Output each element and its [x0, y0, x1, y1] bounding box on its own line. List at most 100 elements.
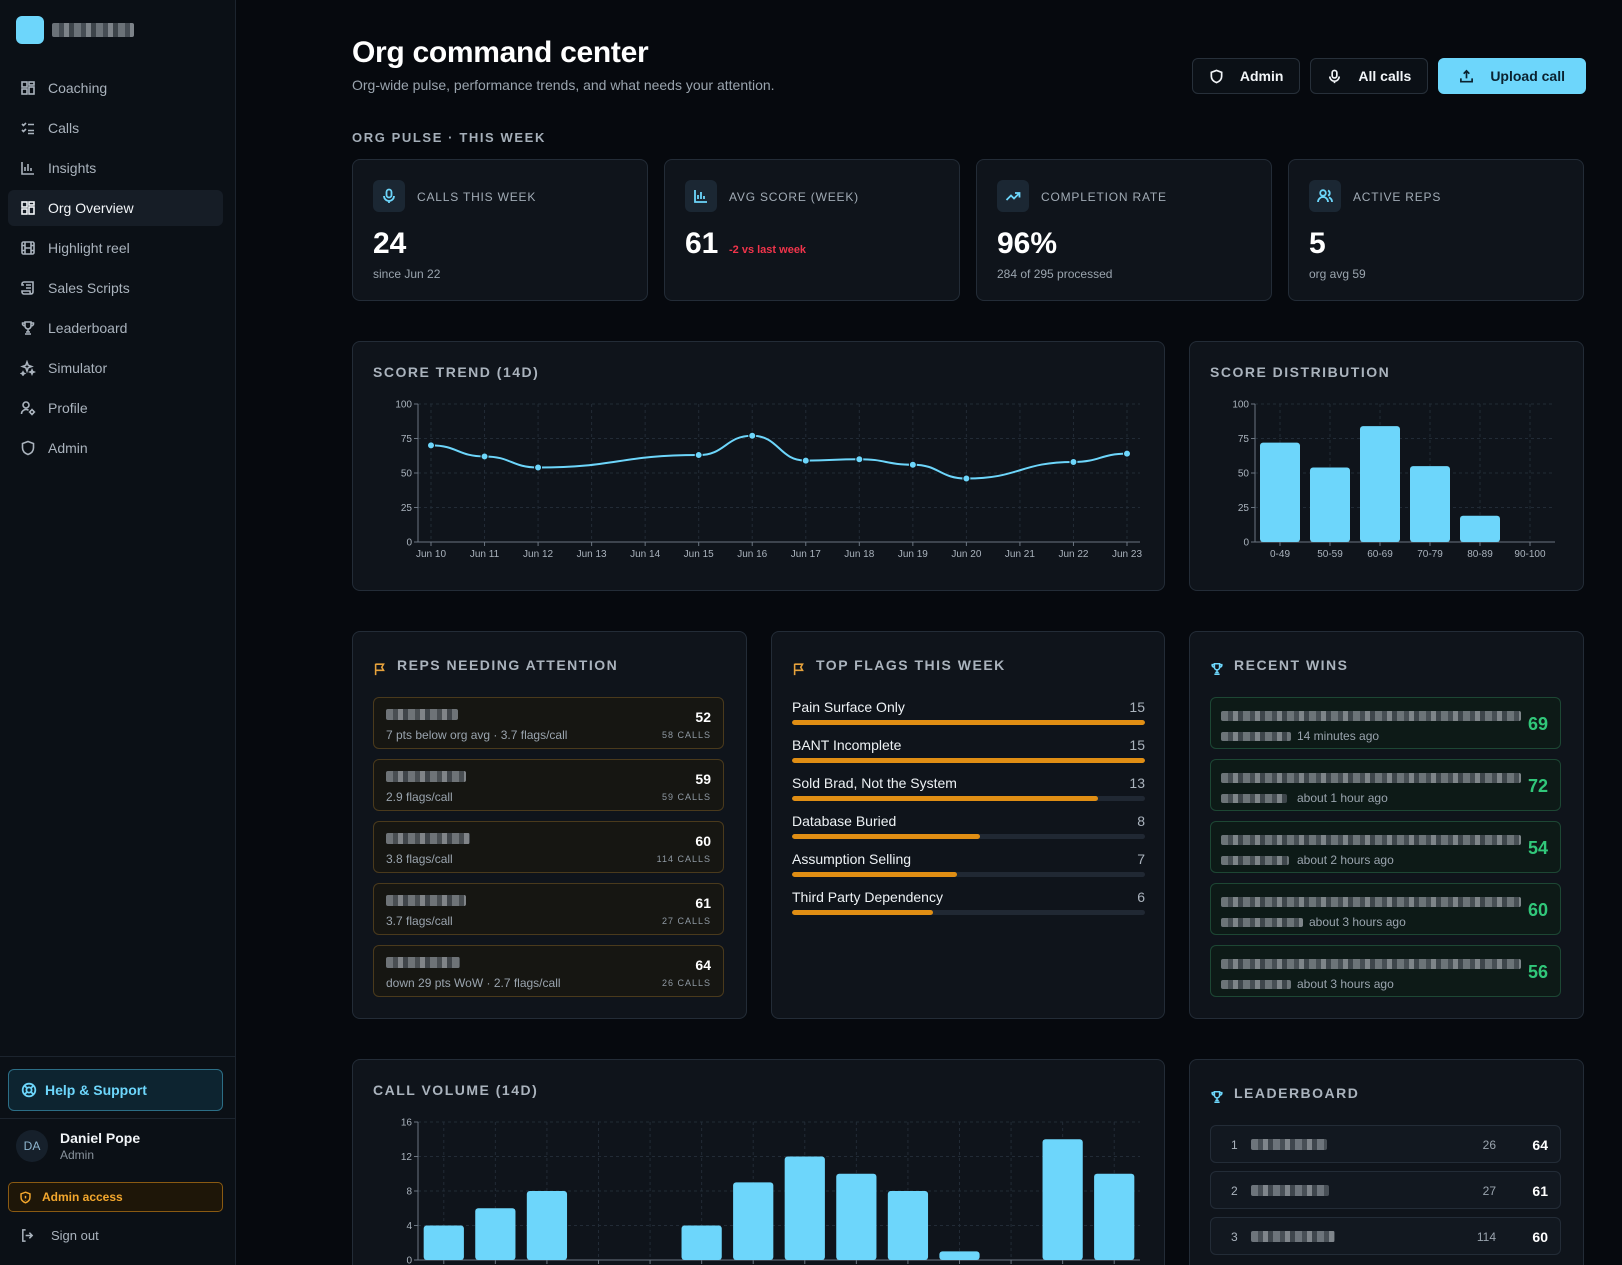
- rep-calls: 114 CALLS: [656, 854, 711, 864]
- score-distribution-card: SCORE DISTRIBUTION 0 25 50 75 100 0-49 50-59 60…: [1189, 341, 1584, 591]
- stat-value: 24: [373, 227, 407, 260]
- bar: [1042, 1139, 1083, 1260]
- stat-icon-box: [997, 180, 1029, 212]
- list-item[interactable]: 14 minutes ago 69: [1210, 697, 1561, 749]
- bar: [526, 1191, 568, 1260]
- x-tick-label: Jun 16: [737, 549, 767, 560]
- flag-progress-track: [792, 796, 1145, 801]
- sidebar-item-simulator[interactable]: Simulator: [8, 350, 223, 386]
- top-flags-card: TOP FLAGS THIS WEEK Pain Surface Only 15 B…: [771, 631, 1165, 1019]
- life-buoy-icon: [21, 1082, 37, 1098]
- lb-rank: 1: [1231, 1138, 1238, 1152]
- admin-button[interactable]: Admin: [1191, 58, 1301, 94]
- sidebar-item-admin[interactable]: Admin: [8, 430, 223, 466]
- y-tick-label: 12: [401, 1152, 413, 1163]
- sidebar-item-calls[interactable]: Calls: [8, 110, 223, 146]
- sidebar-item-coaching[interactable]: Coaching: [8, 70, 223, 106]
- rep-calls: 26 CALLS: [661, 978, 711, 988]
- x-tick-label: Jun 22: [1058, 549, 1088, 560]
- flag-row[interactable]: Database Buried 8: [792, 813, 1145, 839]
- brand[interactable]: [16, 16, 134, 44]
- users-icon: [1317, 189, 1333, 203]
- win-title-redacted: [1221, 897, 1521, 907]
- sparkles-icon: [20, 360, 36, 376]
- user-profile[interactable]: DA Daniel Pope Admin: [16, 1130, 140, 1162]
- stat-icon-box: [1309, 180, 1341, 212]
- flag-progress-track: [792, 910, 1145, 915]
- help-support-label: Help & Support: [45, 1082, 147, 1098]
- data-point: [855, 455, 864, 464]
- list-item[interactable]: about 3 hours ago 56: [1210, 945, 1561, 997]
- sidebar-item-sales-scripts[interactable]: Sales Scripts: [8, 270, 223, 306]
- rep-score: 64: [695, 957, 711, 973]
- log-out-icon: [22, 1229, 34, 1242]
- rep-sub: 3.8 flags/call: [386, 852, 453, 866]
- sidebar-item-label: Sales Scripts: [48, 280, 130, 296]
- brand-name-redacted: [52, 23, 134, 37]
- x-tick-label: 60-69: [1367, 549, 1393, 560]
- list-item[interactable]: about 2 hours ago 54: [1210, 821, 1561, 873]
- sidebar-item-label: Leaderboard: [48, 320, 128, 336]
- rep-name-redacted: [386, 771, 466, 782]
- recent-wins-title-text: RECENT WINS: [1234, 657, 1349, 673]
- list-item[interactable]: 3.8 flags/call 60 114 CALLS: [373, 821, 724, 873]
- flag-row[interactable]: Assumption Selling 7: [792, 851, 1145, 877]
- y-tick-label: 75: [401, 434, 413, 445]
- recent-wins-card: RECENT WINS 14 minutes ago 69 about 1 ho…: [1189, 631, 1584, 1019]
- stat-value: 61: [685, 227, 719, 260]
- rep-sub: 7 pts below org avg · 3.7 flags/call: [386, 728, 568, 742]
- list-item[interactable]: about 3 hours ago 60: [1210, 883, 1561, 935]
- win-time: 14 minutes ago: [1297, 729, 1380, 743]
- table-row[interactable]: 1 26 64: [1210, 1125, 1561, 1163]
- list-item[interactable]: down 29 pts WoW · 2.7 flags/call 64 26 C…: [373, 945, 724, 997]
- y-tick-label: 25: [401, 503, 413, 514]
- lb-calls: 26: [1482, 1138, 1496, 1152]
- list-item[interactable]: about 1 hour ago 72: [1210, 759, 1561, 811]
- flag-row[interactable]: Sold Brad, Not the System 13: [792, 775, 1145, 801]
- sign-out-button[interactable]: Sign out: [20, 1228, 99, 1243]
- list-item[interactable]: 7 pts below org avg · 3.7 flags/call 52 …: [373, 697, 724, 749]
- bar: [1260, 442, 1300, 542]
- flag-row[interactable]: Pain Surface Only 15: [792, 699, 1145, 725]
- y-tick-label: 0: [1243, 538, 1249, 549]
- shield-icon: [1210, 69, 1223, 83]
- sidebar-item-insights[interactable]: Insights: [8, 150, 223, 186]
- bar-chart-icon: [21, 162, 34, 175]
- sidebar-item-profile[interactable]: Profile: [8, 390, 223, 426]
- avatar: DA: [16, 1130, 48, 1162]
- leaderboard-title-text: LEADERBOARD: [1234, 1085, 1360, 1101]
- upload-call-button[interactable]: Upload call: [1438, 58, 1586, 94]
- stat-sub: org avg 59: [1309, 267, 1366, 281]
- y-tick-label: 100: [395, 400, 412, 411]
- flag-count: 6: [1137, 889, 1145, 905]
- sidebar-item-label: Insights: [48, 160, 97, 176]
- top-flags-title: TOP FLAGS THIS WEEK: [792, 654, 1006, 676]
- flag-name: Database Buried: [792, 813, 897, 829]
- table-row[interactable]: 3 114 60: [1210, 1217, 1561, 1255]
- stat-value: 5: [1309, 227, 1326, 260]
- flag-row[interactable]: Third Party Dependency 6: [792, 889, 1145, 915]
- stat-label: AVG SCORE (WEEK): [729, 190, 859, 204]
- win-time: about 3 hours ago: [1309, 915, 1406, 929]
- bar: [1410, 466, 1450, 542]
- stat-label: ACTIVE REPS: [1353, 190, 1442, 204]
- win-rep-redacted: [1221, 856, 1289, 865]
- sidebar-item-label: Simulator: [48, 360, 108, 376]
- sidebar-item-highlight-reel[interactable]: Highlight reel: [8, 230, 223, 266]
- score-trend-title: SCORE TREND (14D): [373, 364, 540, 380]
- rep-name-redacted: [386, 709, 458, 720]
- table-row[interactable]: 2 27 61: [1210, 1171, 1561, 1209]
- call-volume-chart: 0 4 8 12 16: [401, 1118, 1140, 1265]
- help-support-button[interactable]: Help & Support: [8, 1069, 223, 1111]
- flag-row[interactable]: BANT Incomplete 15: [792, 737, 1145, 763]
- sidebar-item-org-overview[interactable]: Org Overview: [8, 190, 223, 226]
- stat-card-completion-rate: COMPLETION RATE 96% 284 of 295 processed: [976, 159, 1272, 301]
- bar: [836, 1173, 877, 1260]
- all-calls-button[interactable]: All calls: [1310, 58, 1429, 94]
- list-item[interactable]: 2.9 flags/call 59 59 CALLS: [373, 759, 724, 811]
- sidebar-item-leaderboard[interactable]: Leaderboard: [8, 310, 223, 346]
- flag-count: 15: [1129, 699, 1145, 715]
- brand-logo: [16, 16, 44, 44]
- list-item[interactable]: 3.7 flags/call 61 27 CALLS: [373, 883, 724, 935]
